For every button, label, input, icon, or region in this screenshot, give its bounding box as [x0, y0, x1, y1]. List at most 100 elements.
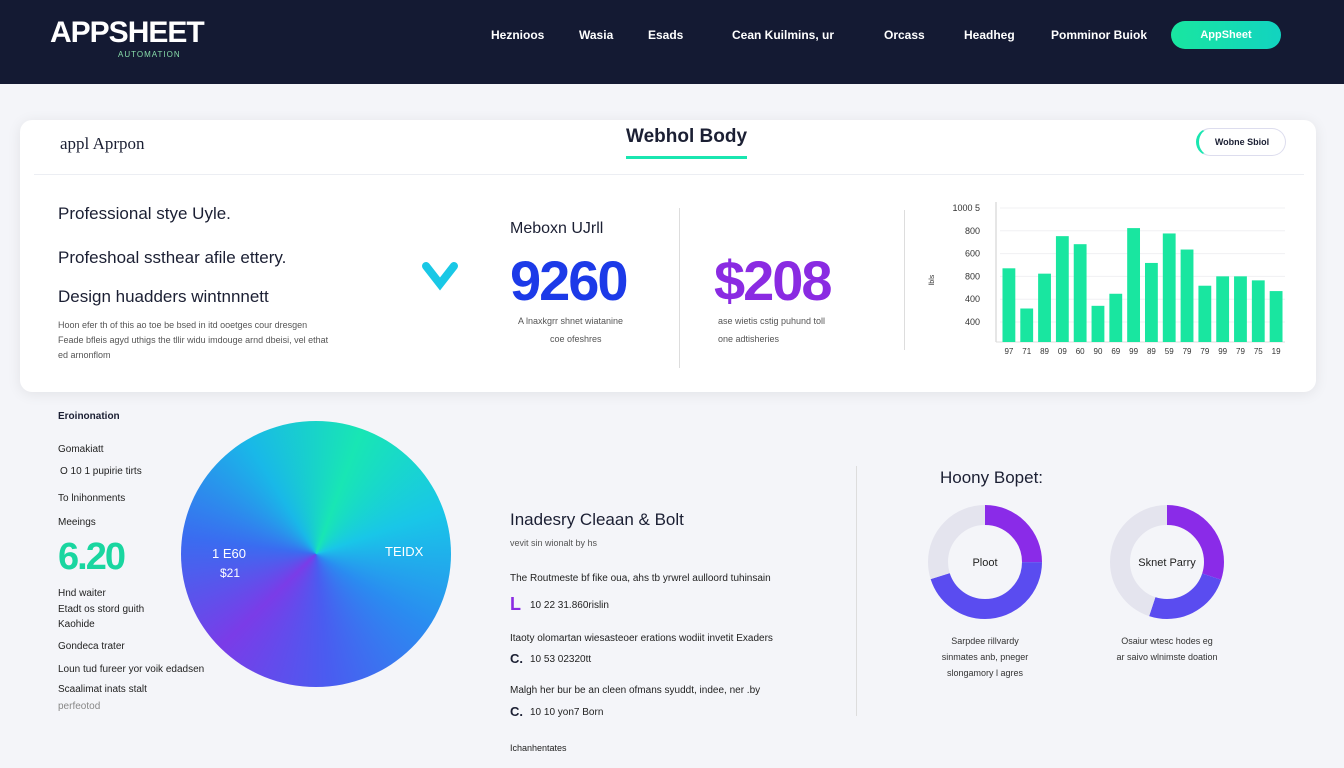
nav-link[interactable]: Heznioos: [491, 28, 545, 42]
card-title: Webhol Body: [626, 126, 748, 159]
x-tick-label: 97: [1004, 347, 1013, 356]
nav-link[interactable]: Headheg: [964, 28, 1015, 42]
donut-caption: sinmates anb, pneger: [942, 652, 1029, 662]
article-icon: L: [510, 594, 521, 614]
nav-link[interactable]: Cean Kuilmins, ur: [732, 28, 835, 42]
article-text: The Routmeste bf fike oua, ahs tb yrwrel…: [510, 573, 771, 584]
x-tick-label: 89: [1147, 347, 1156, 356]
sidebar-item: Gondeca trater: [58, 641, 125, 652]
donut-label: Ploot: [972, 557, 997, 569]
x-tick-label: 79: [1200, 347, 1209, 356]
paragraph: Feade bfleis agyd uthigs the tllir widu …: [58, 335, 329, 345]
bar: [1251, 280, 1265, 342]
y-tick-label: 400: [965, 317, 980, 327]
sidebar-value: 6.20: [58, 536, 126, 578]
stat-title: Meboxn UJrll: [510, 220, 604, 237]
x-tick-label: 79: [1236, 347, 1245, 356]
article-text: Itaoty olomartan wiesasteoer erations wo…: [510, 633, 773, 644]
article-footer: Ichanhentates: [510, 743, 567, 753]
heading: Profeshoal ssthear afile ettery.: [58, 248, 287, 267]
sidebar-title: Eroinonation: [58, 411, 120, 422]
stat-caption: one adtisheries: [718, 334, 780, 344]
x-tick-label: 75: [1254, 347, 1263, 356]
y-tick-label: 800: [965, 271, 980, 281]
stat-caption: coe ofeshres: [550, 334, 602, 344]
bar: [1002, 268, 1016, 342]
bar: [1162, 233, 1176, 342]
y-tick-label: 800: [965, 226, 980, 236]
bar: [1109, 293, 1123, 342]
donut-segment: [1110, 505, 1224, 619]
stat-value: 9260: [510, 249, 629, 312]
x-tick-label: 60: [1076, 347, 1085, 356]
stat-caption: A lnaxkgrr shnet wiatanine: [518, 316, 624, 326]
article-title: Inadesry Cleaan & Bolt: [510, 510, 684, 529]
sidebar-item: Etadt os stord guith: [58, 604, 145, 615]
divider: [679, 208, 680, 368]
nav-link[interactable]: Esads: [648, 28, 684, 42]
article-meta: 10 10 yon7 Born: [530, 707, 604, 718]
donut-caption: slongamory l agres: [947, 668, 1024, 678]
donut-segment: [928, 505, 1042, 619]
bar: [1216, 276, 1230, 342]
paragraph: Hoon efer th of this ao toe be bsed in i…: [58, 320, 308, 330]
pie: [181, 421, 451, 687]
header: APPSHEET AUTOMATION Heznioos Wasia Esads…: [0, 0, 1344, 84]
card: appl Aprpon Webhol Body Wobne Sbiol Prof…: [20, 120, 1316, 392]
bar: [1091, 305, 1105, 342]
donut-caption: ar saivo wlnimste doation: [1116, 652, 1217, 662]
donut-title: Hoony Bopet:: [940, 468, 1044, 487]
x-tick-label: 09: [1058, 347, 1067, 356]
nav-link[interactable]: Wasia: [579, 28, 614, 42]
x-tick-label: 90: [1094, 347, 1103, 356]
card-button[interactable]: Wobne Sbiol: [1196, 128, 1286, 156]
x-tick-label: 99: [1218, 347, 1227, 356]
pie-label: $21: [220, 566, 241, 580]
chevron-icon: [422, 262, 458, 291]
donut-label: Sknet Parry: [1138, 557, 1196, 569]
header-button[interactable]: AppSheet: [1171, 21, 1281, 49]
x-tick-label: 89: [1040, 347, 1049, 356]
card-logo: appl Aprpon: [60, 134, 145, 153]
x-tick-label: 79: [1183, 347, 1192, 356]
bar: [1038, 273, 1051, 342]
article-meta: 10 53 02320tt: [530, 654, 592, 665]
sidebar-item: Kaohide: [58, 619, 95, 630]
bar: [1020, 308, 1034, 342]
sidebar-item: Scaalimat inats stalt: [58, 684, 147, 695]
divider: [34, 174, 1304, 175]
nav-link[interactable]: Pomminor Buiok: [1051, 28, 1148, 42]
donut-area: Ploot Sarpdee rillvardy sinmates anb, pneg…: [928, 505, 1224, 678]
bar: [1144, 262, 1158, 342]
article-icon: C.: [510, 651, 523, 666]
donut-caption: Osaiur wtesc hodes eg: [1121, 636, 1213, 646]
article-icon: C.: [510, 704, 523, 719]
bar: [1127, 228, 1141, 342]
sidebar-item: Loun tud fureer yor voik edadsen: [58, 664, 205, 675]
divider: [856, 466, 857, 716]
stat-caption: ase wietis cstig puhund toll: [718, 316, 826, 326]
sidebar-item: Hnd waiter: [58, 588, 106, 599]
logo-sub: AUTOMATION: [118, 50, 181, 59]
nav-link[interactable]: Orcass: [884, 28, 925, 42]
donut-caption: Sarpdee rillvardy: [951, 636, 1019, 646]
heading: Design huadders wintnnnett: [58, 287, 269, 306]
heading: Professional stye Uyle.: [58, 204, 231, 223]
article-meta: 10 22 31.860rislin: [530, 600, 609, 611]
sidebar-item: Meeings: [58, 517, 96, 528]
bar: [1055, 236, 1069, 342]
pie-label: 1 E60: [212, 546, 246, 561]
x-tick-label: 99: [1129, 347, 1138, 356]
axis-label: lbls: [929, 274, 936, 285]
sidebar-item: O 10 1 pupirie tirts: [60, 466, 142, 477]
y-tick-label: 600: [965, 249, 980, 259]
bar: [1234, 276, 1247, 342]
bar: [1198, 285, 1212, 342]
x-tick-label: 59: [1165, 347, 1174, 356]
logo: APPSHEET: [50, 16, 205, 49]
article-text: Malgh her bur be an cleen ofmans syuddt,…: [510, 685, 761, 696]
y-tick-label: 400: [965, 294, 980, 304]
sidebar-item: Gomakiatt: [58, 444, 104, 455]
y-tick-label: 1000 5: [952, 203, 980, 213]
